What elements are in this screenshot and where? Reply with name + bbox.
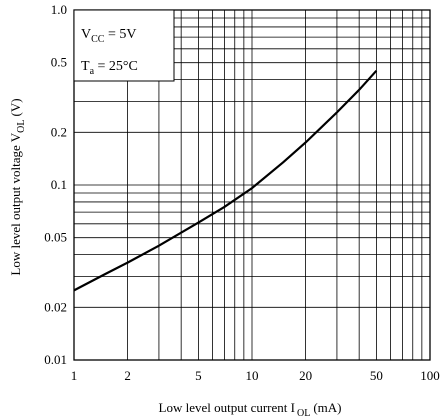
plot-frame bbox=[73, 9, 431, 361]
grid bbox=[74, 10, 430, 360]
y-tick-label: 0.1 bbox=[51, 177, 67, 192]
y-axis-label: Low level output voltage VOL(V) bbox=[8, 98, 27, 275]
x-tick-label: 5 bbox=[195, 368, 202, 383]
x-tick-label: 1 bbox=[71, 368, 78, 383]
x-tick-labels: 1 2 5 10 20 50 100 bbox=[71, 368, 440, 383]
x-tick-label: 50 bbox=[370, 368, 383, 383]
condition-box-bg bbox=[73, 9, 175, 82]
condition-box: VCC = 5V Ta = 25°C bbox=[73, 9, 175, 82]
y-tick-label: 0.5 bbox=[51, 55, 67, 70]
x-tick-label: 2 bbox=[124, 368, 131, 383]
ta-annotation: Ta = 25°C bbox=[81, 59, 138, 77]
y-tick-label: 0.2 bbox=[51, 124, 67, 139]
x-tick-label: 100 bbox=[420, 368, 440, 383]
y-tick-label: 0.05 bbox=[44, 230, 67, 245]
y-tick-label: 1.0 bbox=[51, 2, 67, 17]
y-tick-label: 0.01 bbox=[44, 352, 67, 367]
y-tick-label: 0.02 bbox=[44, 299, 67, 314]
x-tick-label: 20 bbox=[299, 368, 312, 383]
x-tick-label: 10 bbox=[246, 368, 259, 383]
vcc-annotation: VCC = 5V bbox=[81, 27, 136, 45]
x-axis-label: Low level output current I OL (mA) bbox=[159, 400, 342, 419]
series-line bbox=[73, 69, 378, 292]
y-tick-labels: 0.01 0.02 0.05 0.1 0.2 0.5 1.0 bbox=[44, 2, 67, 367]
